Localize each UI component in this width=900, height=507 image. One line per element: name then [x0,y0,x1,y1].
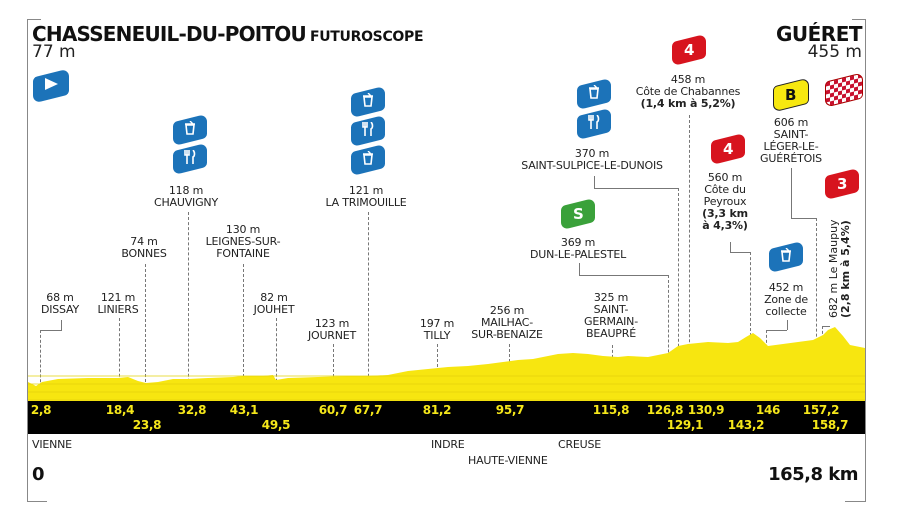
marker-la-trimouille [368,212,369,402]
leader-dun-v [579,263,580,275]
km-marker: 126,8 [646,403,684,417]
label-mailhac-sur-benaize: 256 m MAILHAC- SUR-BENAIZE [471,304,543,341]
leader-dun-h [579,275,668,276]
climb-category-3-icon: 3 [825,167,859,201]
label-dissay: 68 m DISSAY [40,291,80,316]
km-marker: 49,5 [261,418,291,432]
marker-chauvigny [188,212,189,402]
km-marker: 115,8 [592,403,630,417]
climb-category-4-icon: 4 [711,132,745,166]
frame-left [27,19,28,502]
waste-collection-bin-icon [351,143,385,177]
km-marker: 60,7 [318,403,348,417]
leader-saint-sulpice-h [594,188,678,189]
marker-dissay [40,330,41,402]
marker-journet [333,344,334,402]
leader-collecte-h [766,330,787,331]
km-marker: 32,8 [177,403,207,417]
start-distance: 0 [32,464,45,485]
bonus-sprint-B-icon: B [773,77,809,113]
label-la-trimouille: 121 m LA TRIMOUILLE [325,184,407,209]
label-journet: 123 m JOURNET [307,317,357,342]
leader-maupuy-h [822,326,830,327]
km-marker: 146 [755,403,781,417]
label-saint-germain-beaupre: 325 m SAINT- GERMAIN- BEAUPRÉ [584,291,638,340]
total-distance: 165,8 km [768,464,858,485]
label-jouhet: 82 m JOUHET [253,291,295,316]
frame-right [865,19,866,502]
leader-peyroux-v [730,242,731,252]
start-altitude: 77 m [32,42,76,62]
km-marker: 81,2 [422,403,452,417]
label-liniers: 121 m LINIERS [97,291,139,316]
start-subtitle: FUTUROSCOPE [309,29,424,45]
km-marker: 130,9 [687,403,725,417]
frame-right-top [852,19,866,20]
leader-saint-leger-v [791,168,792,218]
km-marker: 129,1 [666,418,704,432]
label-cote-du-peyroux: 560 m Côte du Peyroux (3,3 km à 4,3%) [702,171,748,232]
leader-collecte-v [787,320,788,330]
waste-collection-bin-icon [769,240,803,274]
leader-saint-leger-h [791,218,816,219]
department-indre: INDRE [431,438,465,451]
feed-zone-fork-knife-icon [351,114,385,148]
marker-peyroux [750,252,751,402]
label-le-maupuy: 682 m Le Maupuy (2,8 km à 5,4%) [827,219,852,318]
climb-category-4-icon: 4 [672,33,706,67]
intermediate-sprint-icon: S [561,197,595,231]
km-marker: 67,7 [353,403,383,417]
label-saint-leger-le-gueretois: 606 m SAINT- LÉGER-LE- GUÉRÉTOIS [760,116,822,165]
elevation-profile-chart [28,327,865,404]
leader-dissay [40,330,62,331]
km-marker: 23,8 [132,418,162,432]
waste-collection-bin-icon [351,85,385,119]
marker-jouhet [276,318,277,402]
feed-zone-fork-knife-icon [173,142,207,176]
department-haute-vienne: HAUTE-VIENNE [468,454,548,467]
leader-saint-sulpice-v [594,176,595,188]
label-saint-sulpice-le-dunois: 370 m SAINT-SULPICE-LE-DUNOIS [521,147,663,172]
waste-collection-bin-icon [577,77,611,111]
km-marker: 18,4 [105,403,135,417]
km-marker: 95,7 [495,403,525,417]
km-marker: 43,1 [229,403,259,417]
finish-altitude: 455 m [807,42,862,62]
department-creuse: CREUSE [558,438,602,451]
km-bar: 2,8 18,4 32,8 43,1 60,7 67,7 81,2 95,7 1… [28,401,865,434]
department-vienne: VIENNE [32,438,72,451]
label-chauvigny: 118 m CHAUVIGNY [154,184,218,209]
finish-town-title: GUÉRET [775,22,863,46]
marker-leignes-sur-fontaine [243,264,244,402]
marker-dun [668,275,669,402]
marker-bonnes [145,264,146,402]
start-arrow-icon [33,68,69,104]
label-cote-de-chabannes: 458 m Côte de Chabannes (1,4 km à 5,2%) [635,73,741,110]
waste-collection-bin-icon [173,113,207,147]
marker-saint-leger [816,218,817,402]
label-leignes-sur-fontaine: 130 m LEIGNES-SUR- FONTAINE [205,223,281,260]
frame-left-bottom [27,501,47,502]
leader-dissay-v [61,320,62,330]
label-zone-de-collecte: 452 m Zone de collecte [764,281,808,318]
feed-zone-fork-knife-icon [577,107,611,141]
start-town-title: CHASSENEUIL-DU-POITOU FUTUROSCOPE [32,22,424,46]
leader-peyroux-h [730,252,750,253]
checkered-finish-icon [825,72,863,108]
km-marker: 158,7 [811,418,849,432]
frame-right-bottom [845,501,866,502]
km-marker: 157,2 [802,403,840,417]
label-tilly: 197 m TILLY [419,317,455,342]
km-marker: 143,2 [727,418,765,432]
label-dun-le-palestel: 369 m DUN-LE-PALESTEL [529,236,627,261]
marker-liniers [119,318,120,402]
marker-saint-sulpice [678,188,679,402]
marker-chabannes [689,115,690,402]
km-marker: 2,8 [30,403,52,417]
frame-left-top [27,19,41,20]
label-bonnes: 74 m BONNES [121,235,167,260]
